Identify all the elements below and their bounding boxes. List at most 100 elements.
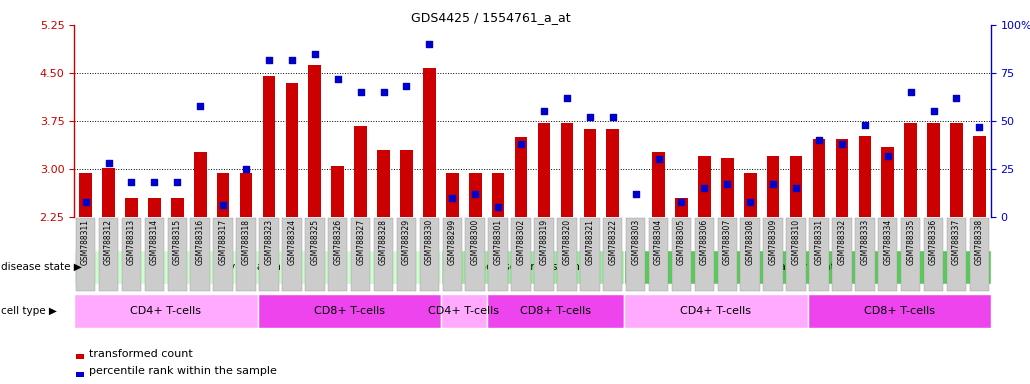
Bar — [309, 65, 321, 217]
Bar — [423, 68, 436, 217]
Text: GSM788336: GSM788336 — [929, 219, 938, 265]
Bar — [882, 147, 894, 217]
Point — [467, 191, 483, 197]
Text: GSM788311: GSM788311 — [81, 219, 90, 265]
Bar — [698, 156, 711, 217]
FancyBboxPatch shape — [419, 218, 439, 291]
Point — [696, 185, 713, 191]
Text: GSM788313: GSM788313 — [127, 219, 136, 265]
Text: GSM788305: GSM788305 — [677, 219, 686, 265]
Point — [77, 199, 94, 205]
Bar — [607, 129, 619, 217]
Point — [605, 114, 621, 120]
Text: GSM788321: GSM788321 — [585, 219, 594, 265]
Point — [490, 204, 507, 210]
Text: GSM788333: GSM788333 — [860, 219, 869, 265]
FancyBboxPatch shape — [76, 218, 96, 291]
Point — [949, 95, 965, 101]
FancyBboxPatch shape — [328, 218, 347, 291]
Bar — [401, 150, 413, 217]
Text: GSM788307: GSM788307 — [723, 219, 731, 265]
Bar — [629, 217, 642, 220]
FancyBboxPatch shape — [694, 218, 714, 291]
Point — [558, 95, 575, 101]
Point — [513, 141, 529, 147]
FancyBboxPatch shape — [786, 218, 805, 291]
FancyBboxPatch shape — [374, 218, 393, 291]
Bar — [74, 250, 441, 284]
Point — [444, 195, 460, 201]
Text: healthy control: healthy control — [765, 262, 850, 272]
Bar — [217, 174, 230, 217]
Text: GSM788319: GSM788319 — [540, 219, 548, 265]
Text: GSM788332: GSM788332 — [837, 219, 847, 265]
Point — [674, 199, 690, 205]
Bar — [721, 158, 733, 217]
Bar — [744, 174, 756, 217]
Text: CD8+ T-cells: CD8+ T-cells — [520, 306, 591, 316]
Text: GSM788330: GSM788330 — [425, 219, 434, 265]
Bar — [624, 250, 991, 284]
Bar — [469, 174, 481, 217]
Text: CD8+ T-cells: CD8+ T-cells — [314, 306, 384, 316]
Text: GSM788328: GSM788328 — [379, 219, 388, 265]
Text: GSM788323: GSM788323 — [265, 219, 273, 265]
FancyBboxPatch shape — [443, 218, 462, 291]
Text: GSM788318: GSM788318 — [242, 219, 250, 265]
Text: GSM788337: GSM788337 — [952, 219, 961, 265]
FancyBboxPatch shape — [878, 218, 897, 291]
Text: GSM788308: GSM788308 — [746, 219, 755, 265]
Text: CD4+ T-cells: CD4+ T-cells — [428, 306, 500, 316]
Point — [765, 181, 782, 187]
Bar — [767, 156, 780, 217]
Text: GSM788320: GSM788320 — [562, 219, 572, 265]
FancyBboxPatch shape — [832, 218, 852, 291]
Text: GSM788300: GSM788300 — [471, 219, 480, 265]
Text: GSM788322: GSM788322 — [609, 219, 617, 265]
Bar — [102, 168, 114, 217]
Bar — [790, 156, 802, 217]
FancyBboxPatch shape — [649, 218, 668, 291]
Bar — [973, 136, 986, 217]
Point — [536, 108, 552, 114]
Point — [788, 185, 804, 191]
FancyBboxPatch shape — [626, 218, 646, 291]
FancyBboxPatch shape — [901, 218, 921, 291]
FancyBboxPatch shape — [969, 218, 989, 291]
Point — [880, 152, 896, 159]
Bar — [258, 294, 441, 328]
Bar — [584, 129, 596, 217]
Point — [352, 89, 369, 95]
Bar — [904, 123, 917, 217]
FancyBboxPatch shape — [763, 218, 783, 291]
Bar — [859, 136, 871, 217]
Bar — [441, 294, 487, 328]
Point — [215, 202, 232, 209]
Point — [742, 199, 758, 205]
Point — [238, 166, 254, 172]
Bar — [441, 250, 624, 284]
Bar — [652, 152, 664, 217]
Bar — [76, 354, 83, 359]
Bar — [813, 139, 825, 217]
Bar — [74, 294, 258, 328]
Text: GSM788301: GSM788301 — [493, 219, 503, 265]
Point — [719, 181, 735, 187]
Text: GDS4425 / 1554761_a_at: GDS4425 / 1554761_a_at — [412, 12, 571, 25]
Point — [124, 179, 140, 185]
Text: GSM788338: GSM788338 — [975, 219, 984, 265]
FancyBboxPatch shape — [168, 218, 187, 291]
FancyBboxPatch shape — [580, 218, 599, 291]
Text: percentile rank within the sample: percentile rank within the sample — [89, 366, 276, 376]
Bar — [263, 76, 275, 217]
FancyBboxPatch shape — [535, 218, 554, 291]
FancyBboxPatch shape — [718, 218, 737, 291]
Bar — [148, 198, 161, 217]
FancyBboxPatch shape — [305, 218, 324, 291]
Point — [857, 122, 873, 128]
Point — [192, 103, 208, 109]
Bar — [240, 174, 252, 217]
Text: GSM788329: GSM788329 — [402, 219, 411, 265]
Text: GSM788316: GSM788316 — [196, 219, 205, 265]
Point — [261, 56, 277, 63]
